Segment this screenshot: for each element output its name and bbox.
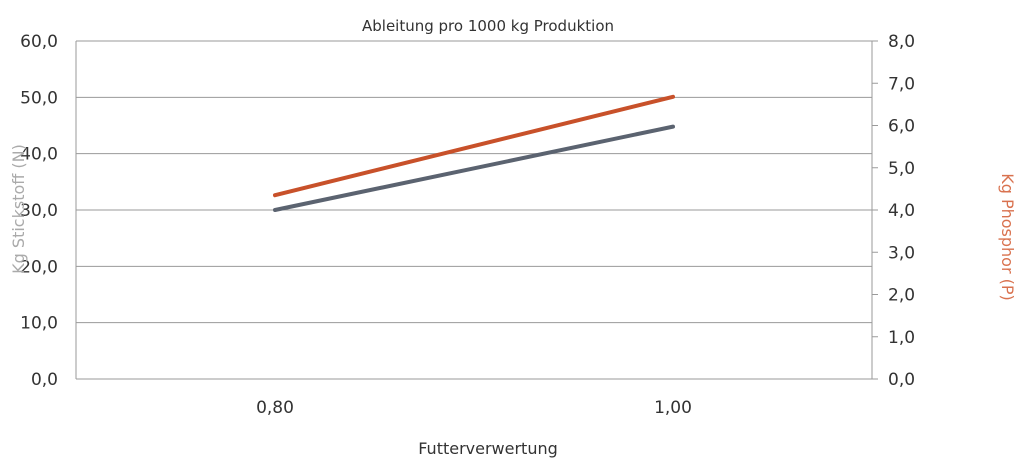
chart-title: Ableitung pro 1000 kg Produktion bbox=[362, 17, 614, 35]
series-line-nitrogen bbox=[273, 124, 675, 212]
left-axis-title: Kg Stickstoff (N) bbox=[9, 144, 28, 274]
right-tick-label: 8,0 bbox=[888, 32, 915, 52]
right-tick-label: 2,0 bbox=[888, 286, 915, 306]
left-axis-ticks: 0,0 10,0 20,0 30,0 40,0 50,0 60,0 bbox=[20, 32, 58, 390]
right-tick-label: 3,0 bbox=[888, 243, 915, 263]
x-tick-label: 0,80 bbox=[256, 398, 294, 418]
left-tick-label: 30,0 bbox=[20, 201, 58, 221]
gridlines bbox=[75, 40, 873, 380]
left-tick-label: 20,0 bbox=[20, 257, 58, 277]
left-tick-label: 50,0 bbox=[20, 88, 58, 108]
right-tick-label: 7,0 bbox=[888, 74, 915, 94]
right-tick-label: 5,0 bbox=[888, 159, 915, 179]
x-axis-title: Futterverwertung bbox=[418, 439, 558, 458]
right-tick-label: 0,0 bbox=[888, 370, 915, 390]
left-tick-label: 40,0 bbox=[20, 145, 58, 165]
right-tick-label: 6,0 bbox=[888, 117, 915, 137]
left-tick-label: 10,0 bbox=[20, 314, 58, 334]
right-axis-ticks: 0,0 1,0 2,0 3,0 4,0 5,0 6,0 7,0 8,0 bbox=[872, 32, 915, 390]
left-tick-label: 0,0 bbox=[31, 370, 58, 390]
x-tick-label: 1,00 bbox=[654, 398, 692, 418]
right-axis-title: Kg Phosphor (P) bbox=[998, 173, 1016, 301]
series-line-phosphor bbox=[273, 94, 675, 198]
left-tick-label: 60,0 bbox=[20, 32, 58, 52]
x-axis-ticks: 0,80 1,00 bbox=[256, 398, 692, 418]
right-tick-label: 4,0 bbox=[888, 201, 915, 221]
series-lines bbox=[273, 94, 675, 212]
right-tick-label: 1,0 bbox=[888, 328, 915, 348]
